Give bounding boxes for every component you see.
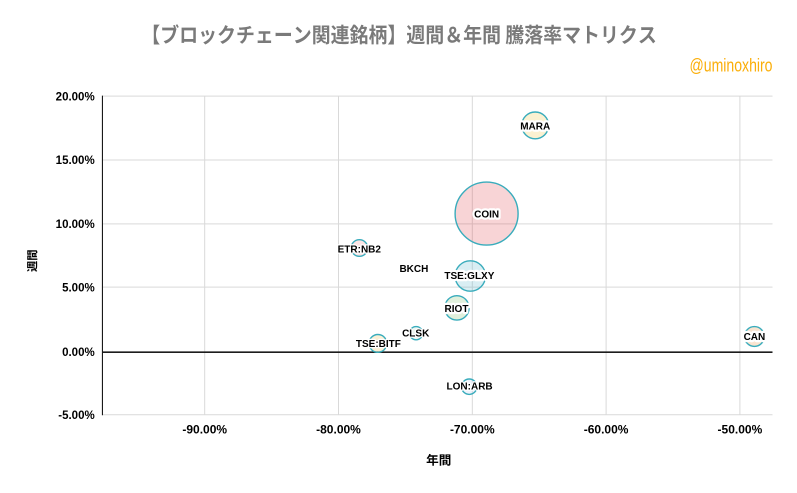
svg-text:BKCH: BKCH [399, 264, 428, 275]
svg-text:COIN: COIN [474, 210, 499, 221]
svg-text:LON:ARB: LON:ARB [447, 382, 493, 393]
svg-text:-90.00%: -90.00% [182, 422, 227, 436]
svg-text:15.00%: 15.00% [56, 155, 95, 167]
svg-text:TSE:GLXY: TSE:GLXY [444, 271, 494, 282]
svg-text:10.00%: 10.00% [56, 219, 95, 231]
svg-text:5.00%: 5.00% [62, 282, 95, 294]
svg-text:0.00%: 0.00% [62, 347, 95, 359]
svg-text:ETR:NB2: ETR:NB2 [338, 245, 382, 256]
svg-text:RIOT: RIOT [445, 304, 469, 315]
svg-text:@uminoxhiro: @uminoxhiro [690, 56, 773, 76]
svg-text:MARA: MARA [520, 122, 550, 133]
svg-text:-5.00%: -5.00% [58, 410, 94, 422]
svg-text:-60.00%: -60.00% [584, 422, 629, 436]
svg-text:-50.00%: -50.00% [718, 422, 763, 436]
svg-text:20.00%: 20.00% [56, 91, 95, 103]
svg-text:-70.00%: -70.00% [450, 422, 495, 436]
svg-text:CAN: CAN [744, 332, 766, 343]
svg-text:CLSK: CLSK [402, 328, 430, 339]
svg-text:-80.00%: -80.00% [316, 422, 361, 436]
svg-text:TSE:BITF: TSE:BITF [356, 339, 401, 350]
